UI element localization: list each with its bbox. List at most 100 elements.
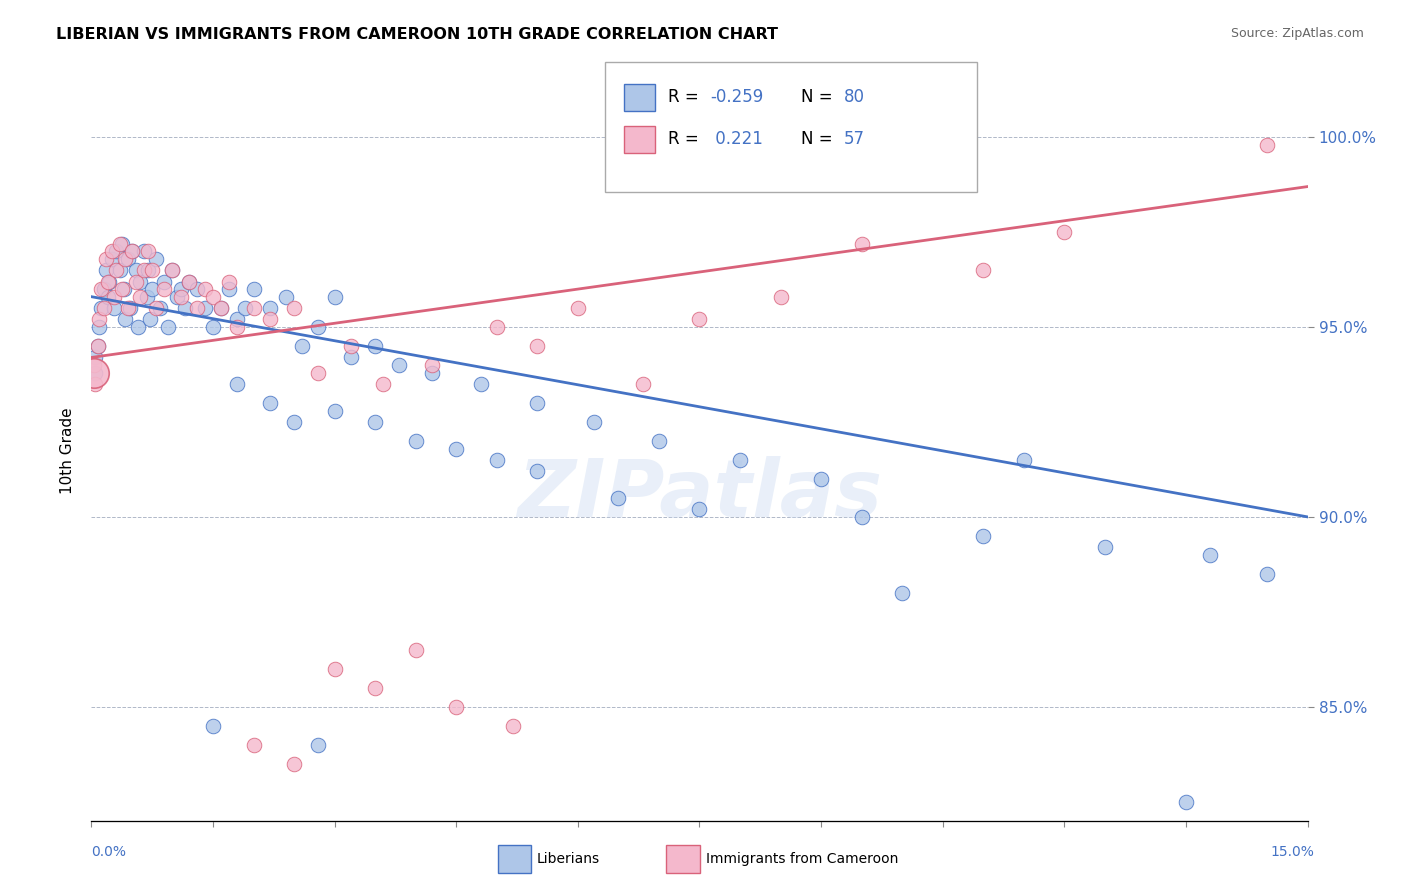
Point: [1199, 548, 1222, 562]
Point: [103, 301, 125, 315]
Point: [114, 312, 136, 326]
Point: [136, 244, 159, 259]
Point: [323, 662, 346, 676]
Point: [1053, 225, 1076, 239]
Point: [83, 358, 105, 372]
Text: LIBERIAN VS IMMIGRANTS FROM CAMEROON 10TH GRADE CORRELATION CHART: LIBERIAN VS IMMIGRANTS FROM CAMEROON 10T…: [56, 27, 779, 42]
Point: [121, 244, 143, 259]
Point: [242, 301, 264, 315]
Point: [648, 434, 671, 448]
Point: [129, 275, 152, 289]
Point: [502, 719, 524, 733]
Point: [114, 252, 136, 266]
Point: [291, 339, 314, 353]
Text: Immigrants from Cameroon: Immigrants from Cameroon: [706, 852, 898, 866]
Point: [526, 339, 548, 353]
Point: [177, 275, 200, 289]
Point: [583, 415, 606, 429]
Point: [769, 290, 792, 304]
Text: Source: ZipAtlas.com: Source: ZipAtlas.com: [1230, 27, 1364, 40]
Point: [132, 244, 155, 259]
Y-axis label: 10th Grade: 10th Grade: [60, 407, 76, 494]
Point: [485, 453, 508, 467]
Text: R =: R =: [668, 130, 704, 148]
Point: [1256, 566, 1278, 581]
Point: [157, 320, 180, 334]
Point: [307, 366, 329, 380]
Point: [218, 282, 240, 296]
Point: [1012, 453, 1035, 467]
Point: [259, 396, 281, 410]
Point: [202, 320, 225, 334]
Point: [388, 358, 411, 372]
Point: [84, 377, 107, 392]
Point: [132, 263, 155, 277]
Point: [83, 366, 105, 380]
Point: [103, 290, 125, 304]
Point: [125, 275, 148, 289]
Text: 15.0%: 15.0%: [1271, 845, 1315, 859]
Point: [607, 491, 630, 505]
Point: [631, 377, 654, 392]
Point: [186, 282, 208, 296]
Point: [104, 263, 127, 277]
Point: [100, 244, 122, 259]
Point: [89, 320, 111, 334]
Point: [104, 244, 127, 259]
Point: [100, 252, 122, 266]
Point: [373, 377, 395, 392]
Point: [194, 282, 217, 296]
Point: [145, 252, 167, 266]
Point: [364, 681, 387, 695]
Point: [84, 351, 107, 365]
Point: [98, 275, 121, 289]
Text: R =: R =: [668, 88, 704, 106]
Point: [307, 738, 329, 752]
Point: [136, 263, 159, 277]
Point: [444, 699, 467, 714]
Point: [364, 339, 387, 353]
Point: [526, 396, 548, 410]
Point: [242, 738, 264, 752]
Point: [972, 263, 994, 277]
Point: [166, 290, 188, 304]
Point: [485, 320, 508, 334]
Point: [226, 377, 249, 392]
Point: [851, 236, 873, 251]
Point: [209, 301, 232, 315]
Point: [94, 263, 117, 277]
Point: [153, 275, 176, 289]
Point: [141, 263, 163, 277]
Point: [226, 320, 249, 334]
Point: [169, 290, 191, 304]
Point: [1175, 795, 1198, 809]
Text: 57: 57: [844, 130, 865, 148]
Point: [120, 301, 142, 315]
Point: [259, 312, 281, 326]
Point: [688, 502, 710, 516]
Point: [169, 282, 191, 296]
Point: [323, 403, 346, 417]
Point: [111, 282, 134, 296]
Point: [235, 301, 257, 315]
Point: [93, 282, 115, 296]
Point: [121, 244, 143, 259]
Point: [420, 358, 443, 372]
Point: [274, 290, 297, 304]
Point: [194, 301, 217, 315]
Point: [93, 301, 115, 315]
Point: [108, 236, 131, 251]
Point: [94, 252, 117, 266]
Point: [283, 301, 305, 315]
Text: 80: 80: [844, 88, 865, 106]
Point: [112, 282, 135, 296]
Point: [108, 263, 131, 277]
Text: Liberians: Liberians: [537, 852, 600, 866]
Point: [125, 263, 148, 277]
Point: [90, 282, 112, 296]
Point: [688, 312, 710, 326]
Text: 0.0%: 0.0%: [91, 845, 127, 859]
Point: [87, 339, 110, 353]
Point: [90, 301, 112, 315]
Point: [405, 642, 427, 657]
